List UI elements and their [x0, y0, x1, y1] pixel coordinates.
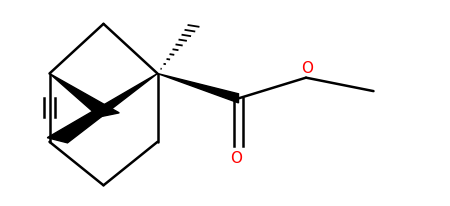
Polygon shape	[47, 74, 158, 143]
Text: O: O	[230, 150, 242, 165]
Polygon shape	[158, 74, 239, 103]
Polygon shape	[50, 74, 119, 117]
Text: O: O	[302, 61, 313, 75]
